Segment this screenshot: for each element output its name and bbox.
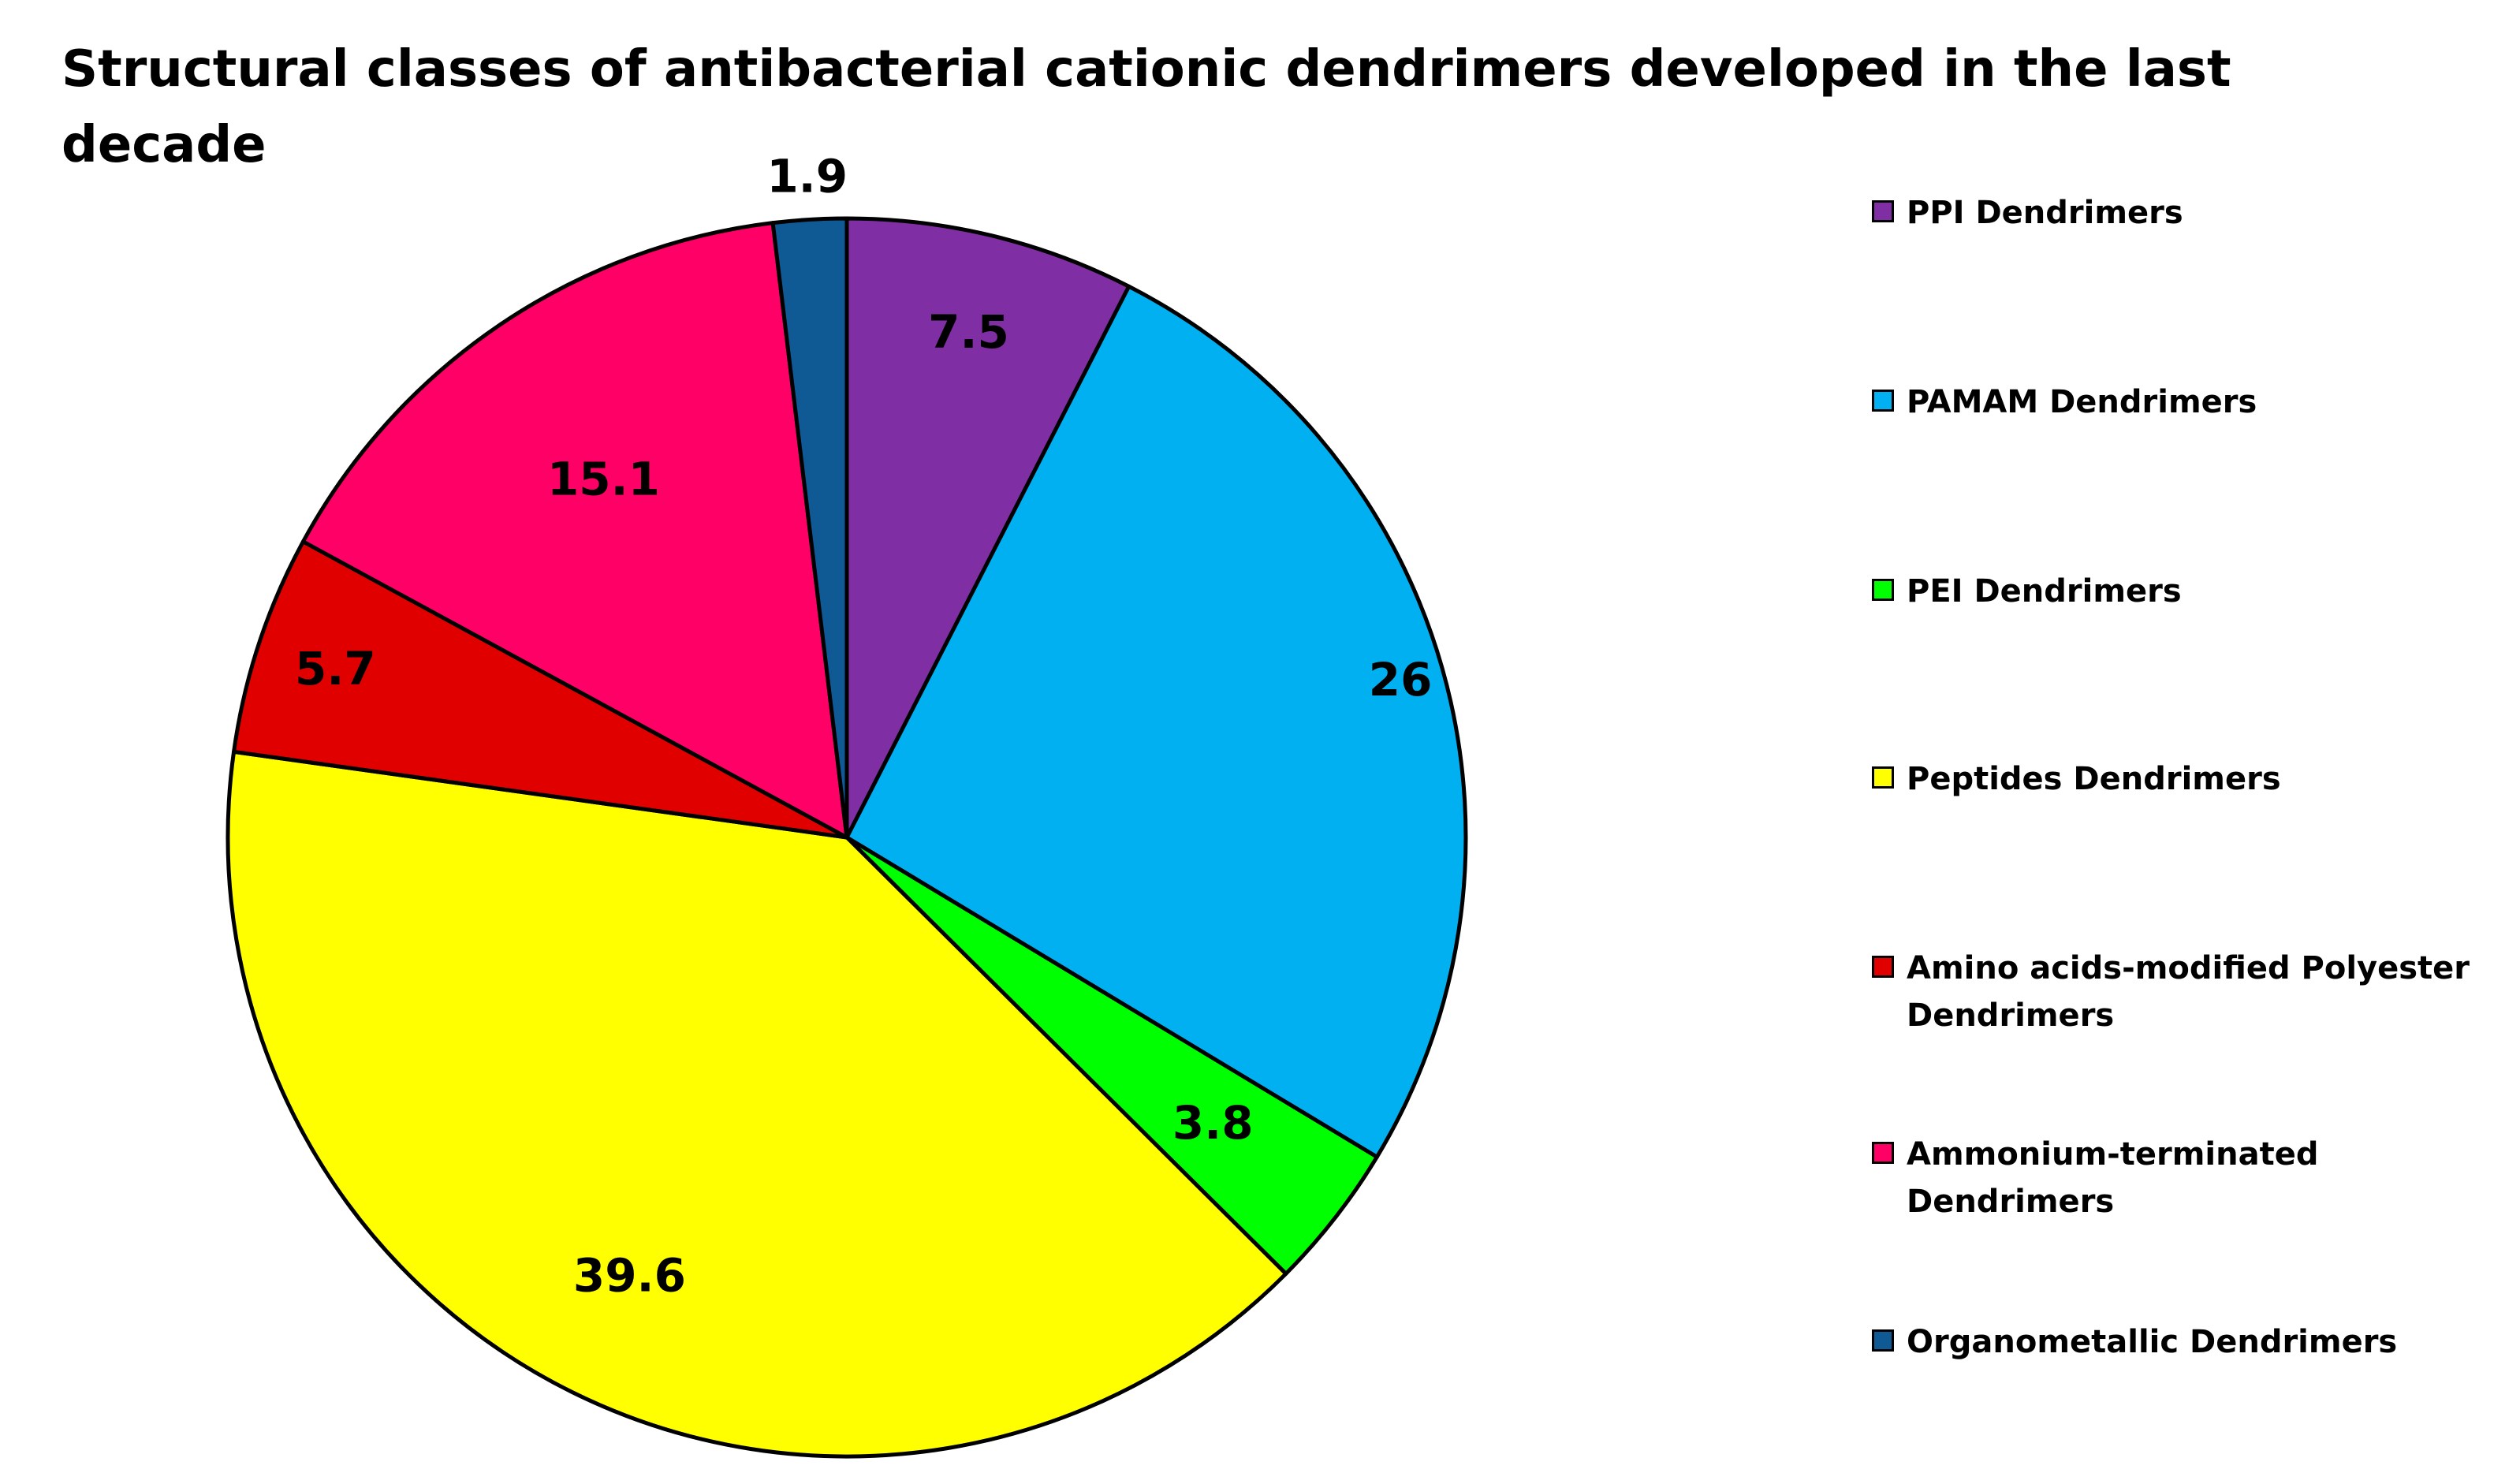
legend-label: Peptides Dendrimers	[1907, 761, 2281, 797]
pie-slice-7	[770, 216, 849, 840]
legend-swatch	[1872, 766, 1894, 789]
pie-slice-3	[844, 835, 1379, 1276]
data-label-4: 39.6	[573, 1249, 686, 1303]
legend-swatch	[1872, 579, 1894, 601]
pie-slice-5	[232, 539, 849, 840]
data-label-7: 1.9	[766, 150, 848, 203]
legend-swatch	[1872, 956, 1894, 978]
legend-swatch	[1872, 1329, 1894, 1352]
pie-slices	[226, 216, 1468, 1459]
pie-data-labels: 7.5 26 3.8 39.6 5.7 15.1 1.9	[295, 150, 1432, 1303]
chart-title: Structural classes of antibacterial cati…	[62, 40, 2231, 174]
data-label-2: 26	[1369, 653, 1433, 707]
legend-swatch	[1872, 200, 1894, 222]
legend-label: Amino acids-modified Polyester Dendrimer…	[1907, 950, 2470, 1034]
pie-slice-4	[226, 749, 1288, 1459]
pie-slice-6	[300, 221, 849, 840]
pie-slice-1	[844, 216, 1131, 840]
legend-swatch	[1872, 390, 1894, 412]
legend-swatch	[1872, 1142, 1894, 1164]
data-label-3: 3.8	[1172, 1096, 1254, 1150]
legend-label: Ammonium-terminated Dendrimers	[1907, 1136, 2319, 1220]
data-label-6: 15.1	[547, 452, 660, 505]
data-label-5: 5.7	[295, 642, 376, 695]
pie-slice-2	[844, 284, 1468, 1159]
legend-label: PAMAM Dendrimers	[1907, 384, 2257, 420]
legend-label: Organometallic Dendrimers	[1907, 1324, 2398, 1360]
data-label-1: 7.5	[928, 305, 1009, 359]
legend-label: PEI Dendrimers	[1907, 573, 2182, 610]
legend-label: PPI Dendrimers	[1907, 195, 2183, 231]
